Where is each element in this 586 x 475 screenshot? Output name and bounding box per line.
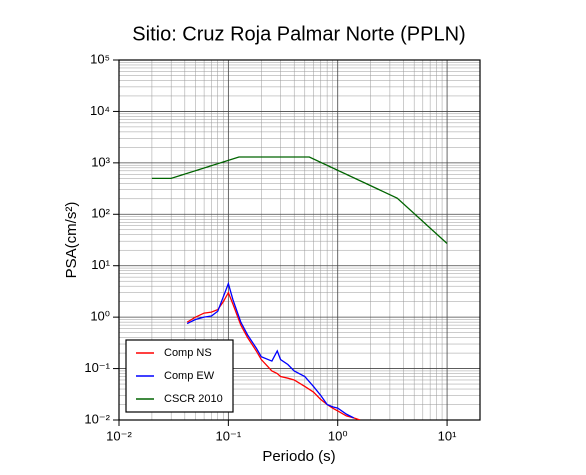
x-tick-label: 10⁰ [328,428,348,443]
y-axis-label: PSA(cm/s²) [63,202,80,279]
plot-frame [118,59,481,421]
chart-title: Sitio: Cruz Roja Palmar Norte (PPLN) [132,23,465,45]
y-tick-label: 10³ [91,154,110,169]
y-tick-label: 10¹ [91,257,110,272]
legend-label: Comp EW [164,370,215,382]
y-tick-label: 10⁰ [90,309,110,324]
y-tick-label: 10² [91,206,110,221]
series-line [186,281,354,419]
series-line [151,156,448,245]
x-tick-label: 10⁻² [106,428,132,443]
y-tick-label: 10⁻¹ [84,360,110,375]
y-tick-label: 10⁻² [84,411,110,426]
legend-label: CSCR 2010 [164,393,223,405]
y-tick-label: 10⁴ [90,103,110,118]
x-axis-label: Periodo (s) [262,448,335,465]
y-tick-label: 10⁵ [90,51,110,66]
x-tick-label: 10¹ [438,428,457,443]
legend-label: Comp NS [164,347,212,359]
x-tick-label: 10⁻¹ [216,428,242,443]
